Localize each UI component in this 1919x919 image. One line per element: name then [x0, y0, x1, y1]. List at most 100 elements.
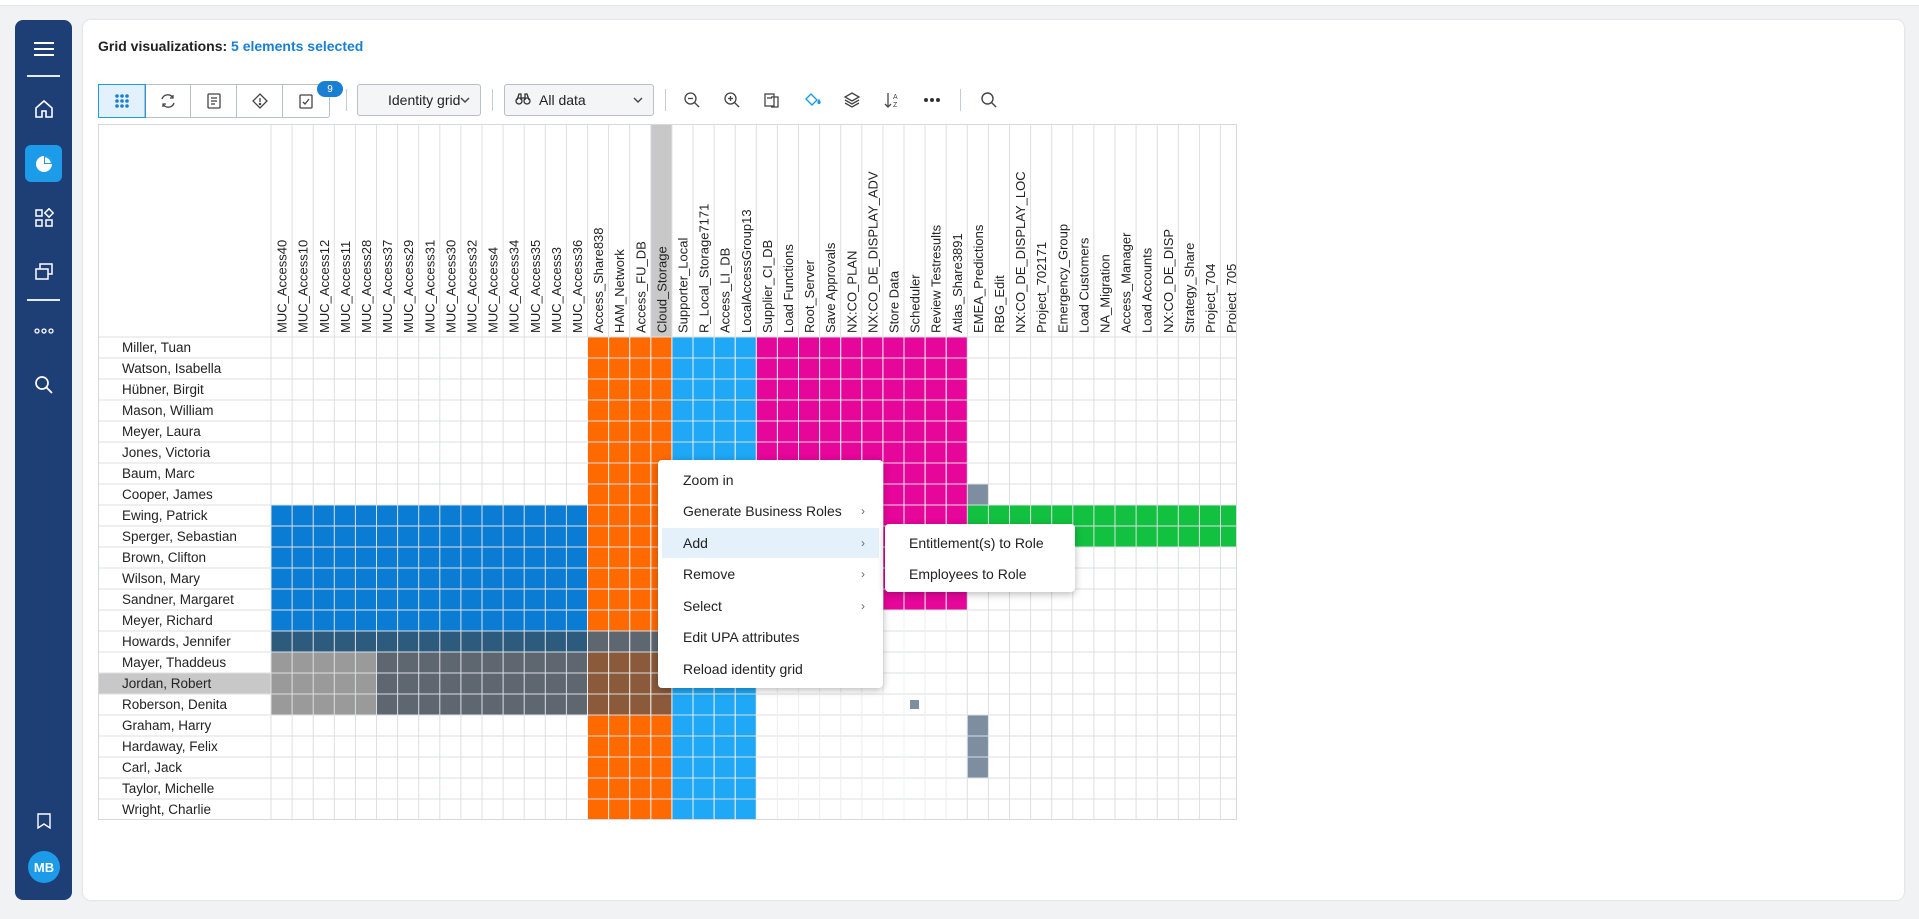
- grid-cell[interactable]: [629, 652, 651, 673]
- grid-cell[interactable]: [608, 610, 630, 631]
- grid-cell[interactable]: [313, 610, 335, 631]
- grid-cell[interactable]: [608, 400, 630, 421]
- grid-cell[interactable]: [629, 463, 651, 484]
- grid-cell[interactable]: [735, 715, 757, 736]
- grid-cell[interactable]: [735, 442, 757, 463]
- grid-cell[interactable]: [608, 526, 630, 547]
- grid-cell[interactable]: [524, 673, 546, 694]
- grid-cell[interactable]: [355, 694, 377, 715]
- grid-cell[interactable]: [439, 652, 461, 673]
- grid-cell[interactable]: [840, 400, 862, 421]
- grid-cell[interactable]: [566, 610, 588, 631]
- grid-cell[interactable]: [587, 715, 609, 736]
- grid-cell[interactable]: [587, 610, 609, 631]
- grid-cell[interactable]: [587, 547, 609, 568]
- grid-cell[interactable]: [397, 694, 419, 715]
- grid-cell[interactable]: [397, 610, 419, 631]
- grid-cell[interactable]: [545, 547, 567, 568]
- grid-cell[interactable]: [946, 589, 968, 610]
- grid-cell[interactable]: [418, 673, 440, 694]
- grid-cell[interactable]: [503, 505, 525, 526]
- grid-cell[interactable]: [460, 589, 482, 610]
- grid-cell[interactable]: [819, 379, 841, 400]
- grid-cell[interactable]: [482, 589, 504, 610]
- grid-cell[interactable]: [524, 610, 546, 631]
- grid-cell[interactable]: [271, 631, 293, 652]
- grid-cell[interactable]: [650, 778, 672, 799]
- grid-cell[interactable]: [460, 568, 482, 589]
- grid-cell[interactable]: [882, 421, 904, 442]
- grid-cell[interactable]: [355, 652, 377, 673]
- grid-cell[interactable]: [714, 799, 736, 820]
- grid-cell[interactable]: [566, 547, 588, 568]
- grid-cell[interactable]: [1093, 505, 1115, 526]
- grid-cell[interactable]: [482, 505, 504, 526]
- grid-cell[interactable]: [587, 442, 609, 463]
- grid-cell[interactable]: [735, 337, 757, 358]
- grid-cell[interactable]: [861, 421, 883, 442]
- grid-cell[interactable]: [777, 400, 799, 421]
- grid-cell[interactable]: [608, 547, 630, 568]
- grid-cell[interactable]: [292, 589, 314, 610]
- grid-cell[interactable]: [397, 673, 419, 694]
- grid-cell[interactable]: [777, 337, 799, 358]
- grid-cell[interactable]: [608, 589, 630, 610]
- grid-cell[interactable]: [334, 694, 356, 715]
- grid-cell[interactable]: [882, 358, 904, 379]
- grid-cell[interactable]: [503, 568, 525, 589]
- grid-cell[interactable]: [355, 547, 377, 568]
- grid-cell[interactable]: [587, 694, 609, 715]
- grid-cell[interactable]: [397, 631, 419, 652]
- grid-cell[interactable]: [882, 589, 904, 610]
- grid-cell[interactable]: [313, 589, 335, 610]
- grid-cell[interactable]: [882, 484, 904, 505]
- grid-cell[interactable]: [756, 379, 778, 400]
- grid-cell[interactable]: [629, 799, 651, 820]
- grid-cell[interactable]: [1072, 526, 1094, 547]
- grid-cell[interactable]: [671, 337, 693, 358]
- grid-cell[interactable]: [608, 778, 630, 799]
- grid-cell[interactable]: [861, 442, 883, 463]
- grid-cell[interactable]: [1157, 505, 1179, 526]
- grid-cell[interactable]: [334, 505, 356, 526]
- grid-cell[interactable]: [376, 694, 398, 715]
- grid-cell[interactable]: [714, 379, 736, 400]
- grid-cell[interactable]: [376, 589, 398, 610]
- grid-cell[interactable]: [292, 631, 314, 652]
- grid-cell[interactable]: [671, 379, 693, 400]
- grid-cell[interactable]: [735, 799, 757, 820]
- context-menu-item-select[interactable]: Select ›: [662, 591, 879, 621]
- grid-cell[interactable]: [798, 337, 820, 358]
- grid-cell[interactable]: [629, 736, 651, 757]
- grid-cell[interactable]: [503, 526, 525, 547]
- grid-cell[interactable]: [355, 526, 377, 547]
- grid-cell[interactable]: [714, 337, 736, 358]
- grid-cell[interactable]: [629, 694, 651, 715]
- grid-cell[interactable]: [271, 610, 293, 631]
- grid-cell[interactable]: [840, 442, 862, 463]
- grid-cell[interactable]: [840, 358, 862, 379]
- grid-cell[interactable]: [693, 757, 715, 778]
- grid-cell[interactable]: [946, 442, 968, 463]
- search-icon[interactable]: [25, 366, 62, 403]
- grid-cell[interactable]: [904, 337, 926, 358]
- grid-cell[interactable]: [629, 631, 651, 652]
- grid-cell[interactable]: [904, 463, 926, 484]
- grid-cell[interactable]: [967, 505, 989, 526]
- grid-cell[interactable]: [629, 778, 651, 799]
- grid-cell[interactable]: [418, 589, 440, 610]
- grid-cell[interactable]: [587, 778, 609, 799]
- grid-cell[interactable]: [671, 715, 693, 736]
- grid-cell[interactable]: [882, 463, 904, 484]
- grid-cell[interactable]: [482, 673, 504, 694]
- grid-cell[interactable]: [566, 673, 588, 694]
- grid-cell[interactable]: [714, 694, 736, 715]
- context-menu-item-add[interactable]: Add ›: [662, 528, 879, 558]
- grid-cell[interactable]: [292, 694, 314, 715]
- grid-cell[interactable]: [313, 526, 335, 547]
- grid-cell[interactable]: [861, 358, 883, 379]
- grid-cell[interactable]: [587, 463, 609, 484]
- grid-cell[interactable]: [418, 652, 440, 673]
- grid-cell[interactable]: [482, 652, 504, 673]
- grid-cell[interactable]: [566, 526, 588, 547]
